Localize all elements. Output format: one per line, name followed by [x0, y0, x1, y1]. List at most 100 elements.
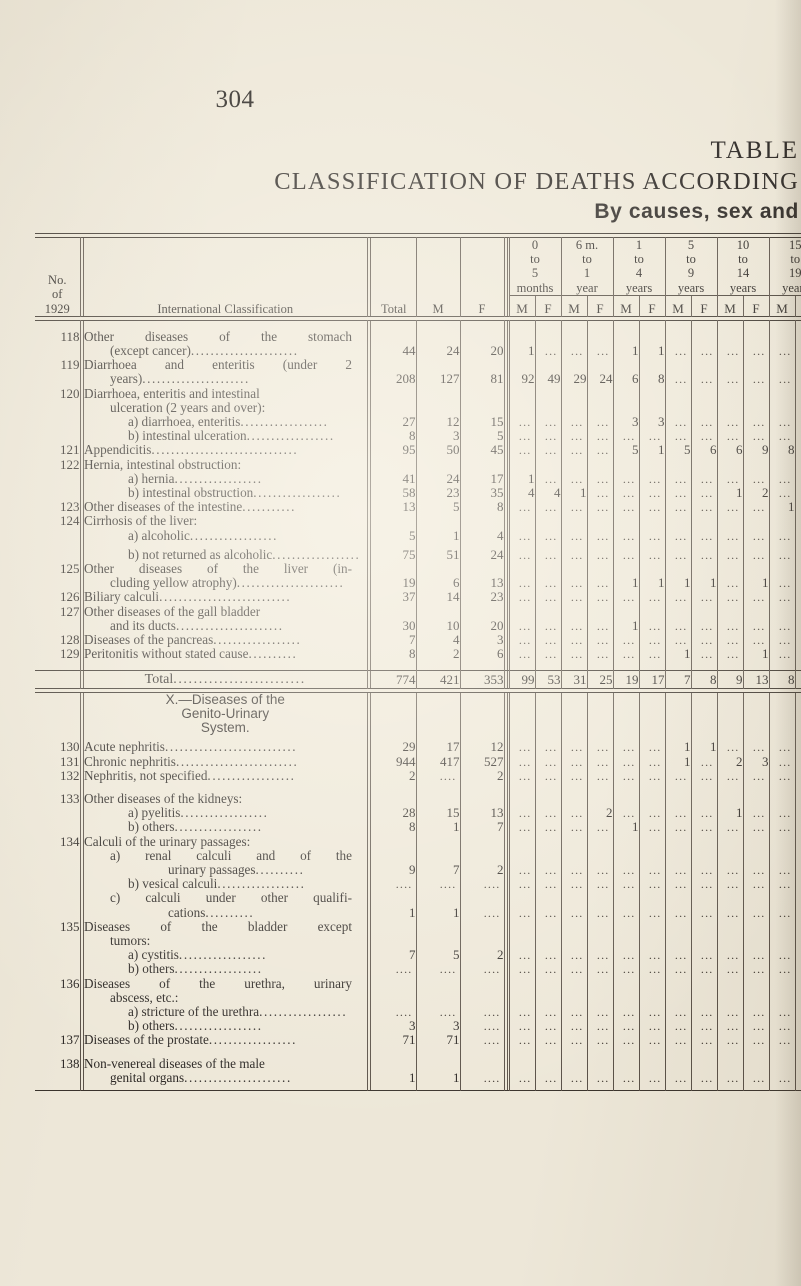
data-cell: 1	[716, 805, 743, 821]
spacer-cell	[690, 1084, 717, 1091]
empty-cell: ...	[560, 962, 587, 977]
spacer-cell	[366, 1047, 372, 1057]
header-10-14-years-f: F	[742, 294, 769, 317]
empty-cell: ...	[716, 1070, 743, 1085]
spacer-cell	[612, 735, 639, 741]
empty-cell: ...	[508, 528, 535, 543]
empty-cell: ...	[690, 862, 717, 878]
empty-cell	[768, 562, 795, 577]
column-rule	[503, 500, 509, 515]
spacer-cell	[366, 542, 372, 548]
empty-cell: ...	[716, 633, 743, 648]
empty-cell	[768, 990, 795, 1005]
header-age-1-4-years: 1 to 4 years	[612, 237, 665, 296]
column-rule	[503, 1019, 509, 1034]
empty-cell: ...	[612, 590, 639, 605]
empty-cell	[560, 329, 587, 345]
empty-cell	[534, 919, 561, 934]
empty-cell: ...	[638, 740, 665, 755]
column-rule	[79, 670, 85, 689]
rule	[35, 687, 801, 693]
empty-cell	[742, 891, 769, 906]
empty-cell: ...	[664, 633, 691, 648]
data-cell: 51	[415, 547, 460, 563]
column-rule	[503, 834, 509, 849]
spacer-cell	[534, 542, 561, 548]
empty-cell	[415, 386, 460, 401]
data-cell: 8	[459, 500, 504, 515]
column-rule	[366, 791, 372, 807]
data-cell: 13	[742, 670, 769, 689]
data-cell: 75	[402, 546, 416, 562]
empty-cell	[664, 990, 691, 1005]
table-caption-word: TABLE	[710, 137, 799, 164]
spacer-cell	[534, 735, 561, 741]
empty-cell	[508, 990, 535, 1005]
empty-cell: ....	[415, 768, 460, 783]
classification-number: 136	[60, 975, 80, 991]
data-cell: 1	[415, 820, 460, 835]
classification-number	[35, 1071, 80, 1085]
spacer-cell	[560, 1084, 587, 1091]
empty-cell: ...	[560, 443, 587, 458]
table-row: a) pyelitis.................. 28 15 13.....…	[35, 805, 801, 821]
empty-cell	[586, 834, 613, 849]
empty-cell	[794, 562, 801, 577]
empty-cell: ...	[560, 647, 587, 662]
empty-cell	[534, 386, 561, 401]
column-rule	[503, 486, 509, 501]
spacer-cell	[415, 542, 460, 548]
empty-cell: ...	[664, 862, 691, 878]
empty-cell	[664, 604, 691, 619]
empty-cell	[768, 514, 795, 529]
empty-cell	[638, 834, 665, 849]
empty-cell: ...	[664, 344, 691, 359]
empty-cell	[664, 386, 691, 401]
header-15-19-years-f: F	[794, 294, 801, 317]
header-age-6m-1-year: 6 m. to 1 year	[560, 237, 613, 296]
empty-cell	[534, 358, 561, 373]
data-cell: 6	[612, 372, 639, 387]
empty-cell: ...	[560, 528, 587, 543]
empty-cell: ...	[508, 415, 535, 430]
empty-cell	[638, 919, 665, 934]
column-rule	[366, 740, 372, 755]
classification-number: 119	[60, 357, 80, 373]
data-cell: 1	[690, 740, 717, 755]
empty-cell	[508, 1056, 535, 1071]
empty-cell	[794, 919, 801, 934]
empty-cell: ...	[768, 647, 795, 662]
column-rule	[79, 618, 85, 634]
column-rule	[79, 329, 85, 345]
spacer-cell	[768, 542, 795, 548]
empty-cell: ...	[638, 768, 665, 783]
empty-cell	[372, 605, 416, 619]
spacer-cell	[638, 782, 665, 792]
table-row: a) alcoholic.................. 5 1 4.......…	[35, 528, 801, 544]
empty-cell: ...	[508, 820, 535, 835]
column-rule	[503, 400, 509, 416]
empty-cell: ...	[742, 948, 769, 963]
column-rule	[503, 933, 509, 949]
empty-cell: ...	[612, 768, 639, 783]
classification-number	[35, 576, 80, 590]
spacer-cell	[415, 782, 460, 792]
data-cell: 6	[415, 576, 460, 591]
spacer-cell	[794, 1047, 801, 1057]
data-cell: 71	[415, 1033, 460, 1048]
empty-cell: ...	[534, 429, 561, 444]
spacer-cell	[79, 1047, 85, 1057]
empty-cell	[459, 386, 504, 401]
classification-number	[35, 962, 80, 976]
empty-cell	[534, 976, 561, 991]
classification-label: b) others..................	[128, 961, 263, 977]
empty-cell	[690, 891, 717, 906]
empty-cell: ...	[638, 590, 665, 605]
table-subtitle: By causes, sex and	[594, 200, 799, 223]
spacer-cell	[560, 320, 587, 330]
data-cell: 29	[402, 739, 416, 755]
empty-cell: ...	[560, 618, 587, 634]
empty-cell: ...	[508, 1004, 535, 1020]
empty-cell	[415, 933, 460, 949]
data-cell: 13	[402, 499, 416, 515]
